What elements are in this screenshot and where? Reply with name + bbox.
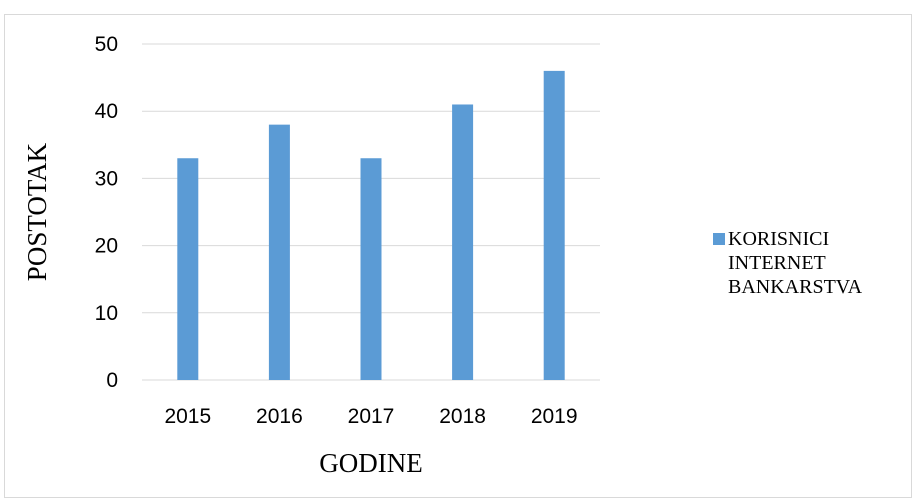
bar-2015 xyxy=(177,158,199,380)
x-axis-title: GODINE xyxy=(319,448,422,478)
x-tick-label: 2018 xyxy=(439,405,486,428)
x-tick-label: 2017 xyxy=(348,405,395,428)
bar-2018 xyxy=(452,104,474,380)
x-tick-label: 2016 xyxy=(256,405,303,428)
y-tick-label: 0 xyxy=(106,369,118,392)
y-tick-labels: 0 10 20 30 40 50 xyxy=(95,33,118,392)
x-tick-label: 2015 xyxy=(164,405,211,428)
legend-label: KORISNICI INTERNET BANKARSTVA xyxy=(728,228,863,298)
bars xyxy=(177,70,565,380)
y-axis-title: POSTOTAK xyxy=(22,142,52,281)
y-tick-label: 20 xyxy=(95,235,118,258)
y-tick-label: 50 xyxy=(95,33,118,56)
y-tick-label: 30 xyxy=(95,167,118,190)
x-tick-label: 2019 xyxy=(531,405,578,428)
bar-2017 xyxy=(360,158,382,380)
y-tick-label: 40 xyxy=(95,100,118,123)
legend: KORISNICI INTERNET BANKARSTVA xyxy=(713,227,903,299)
gridlines xyxy=(142,43,600,381)
bar-2019 xyxy=(543,70,565,380)
y-tick-label: 10 xyxy=(95,302,118,325)
legend-swatch-icon xyxy=(713,233,725,245)
bar-2016 xyxy=(268,124,290,380)
x-tick-labels: 2015 2016 2017 2018 2019 xyxy=(164,405,577,428)
